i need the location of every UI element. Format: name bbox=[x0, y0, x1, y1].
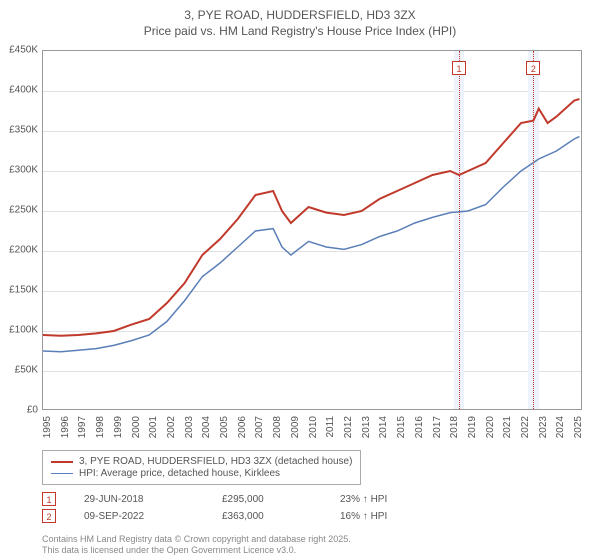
x-tick-label: 2017 bbox=[432, 416, 443, 438]
y-tick-label: £200K bbox=[9, 245, 38, 256]
y-tick-label: £0 bbox=[27, 405, 38, 416]
y-tick-label: £150K bbox=[9, 285, 38, 296]
legend-swatch bbox=[51, 461, 73, 463]
footer-line2: This data is licensed under the Open Gov… bbox=[42, 545, 351, 556]
legend-label: 3, PYE ROAD, HUDDERSFIELD, HD3 3ZX (deta… bbox=[79, 456, 352, 467]
x-tick-label: 1996 bbox=[60, 416, 71, 438]
x-tick-label: 2002 bbox=[166, 416, 177, 438]
sale-delta: 23% ↑ HPI bbox=[340, 494, 387, 505]
x-tick-label: 2007 bbox=[254, 416, 265, 438]
y-tick-label: £300K bbox=[9, 165, 38, 176]
x-tick-label: 2022 bbox=[520, 416, 531, 438]
x-tick-label: 2012 bbox=[343, 416, 354, 438]
x-tick-label: 2023 bbox=[538, 416, 549, 438]
sale-vline bbox=[459, 51, 460, 409]
x-tick-label: 2011 bbox=[325, 416, 336, 438]
legend-label: HPI: Average price, detached house, Kirk… bbox=[79, 468, 280, 479]
series-hpi bbox=[43, 137, 579, 352]
x-tick-label: 2000 bbox=[131, 416, 142, 438]
sale-row: 2 09-SEP-2022 £363,000 16% ↑ HPI bbox=[42, 509, 582, 523]
sale-delta: 16% ↑ HPI bbox=[340, 511, 387, 522]
sale-marker-2: 2 bbox=[526, 61, 540, 75]
footer-line1: Contains HM Land Registry data © Crown c… bbox=[42, 534, 351, 545]
y-tick-label: £250K bbox=[9, 205, 38, 216]
x-tick-label: 2020 bbox=[485, 416, 496, 438]
legend-row: HPI: Average price, detached house, Kirk… bbox=[51, 468, 352, 479]
legend-box: 3, PYE ROAD, HUDDERSFIELD, HD3 3ZX (deta… bbox=[42, 450, 361, 485]
x-tick-label: 2019 bbox=[467, 416, 478, 438]
sale-marker-1: 1 bbox=[452, 61, 466, 75]
y-tick-label: £400K bbox=[9, 85, 38, 96]
sale-price: £295,000 bbox=[222, 494, 312, 505]
sale-date: 29-JUN-2018 bbox=[84, 494, 194, 505]
plot-region: 12 bbox=[43, 51, 581, 409]
x-tick-label: 2025 bbox=[573, 416, 584, 438]
footer-attribution: Contains HM Land Registry data © Crown c… bbox=[42, 534, 351, 556]
y-tick-label: £100K bbox=[9, 325, 38, 336]
legend-swatch bbox=[51, 473, 73, 475]
x-tick-label: 1999 bbox=[113, 416, 124, 438]
sale-row: 1 29-JUN-2018 £295,000 23% ↑ HPI bbox=[42, 492, 582, 506]
x-tick-label: 2018 bbox=[449, 416, 460, 438]
x-tick-label: 1998 bbox=[95, 416, 106, 438]
x-tick-label: 1995 bbox=[42, 416, 53, 438]
x-tick-label: 2004 bbox=[201, 416, 212, 438]
x-tick-label: 2021 bbox=[502, 416, 513, 438]
x-tick-label: 2006 bbox=[237, 416, 248, 438]
chart-plot-area: 12 bbox=[42, 50, 582, 410]
x-tick-label: 2010 bbox=[308, 416, 319, 438]
x-tick-label: 2001 bbox=[148, 416, 159, 438]
y-tick-label: £350K bbox=[9, 125, 38, 136]
x-tick-label: 2015 bbox=[396, 416, 407, 438]
sale-price: £363,000 bbox=[222, 511, 312, 522]
chart-title-line2: Price paid vs. HM Land Registry's House … bbox=[0, 24, 600, 38]
x-tick-label: 2016 bbox=[414, 416, 425, 438]
sale-date: 09-SEP-2022 bbox=[84, 511, 194, 522]
sale-row-marker: 1 bbox=[42, 492, 56, 506]
x-tick-label: 2005 bbox=[219, 416, 230, 438]
y-tick-label: £50K bbox=[15, 365, 38, 376]
x-tick-label: 2008 bbox=[272, 416, 283, 438]
legend: 3, PYE ROAD, HUDDERSFIELD, HD3 3ZX (deta… bbox=[42, 450, 582, 523]
y-tick-label: £450K bbox=[9, 45, 38, 56]
x-tick-label: 1997 bbox=[77, 416, 88, 438]
x-tick-label: 2009 bbox=[290, 416, 301, 438]
sale-vline bbox=[533, 51, 534, 409]
sale-row-marker: 2 bbox=[42, 509, 56, 523]
x-tick-label: 2003 bbox=[184, 416, 195, 438]
x-tick-label: 2024 bbox=[555, 416, 566, 438]
x-tick-label: 2013 bbox=[361, 416, 372, 438]
chart-lines-svg bbox=[43, 51, 581, 409]
chart-title-line1: 3, PYE ROAD, HUDDERSFIELD, HD3 3ZX bbox=[0, 8, 600, 22]
legend-row: 3, PYE ROAD, HUDDERSFIELD, HD3 3ZX (deta… bbox=[51, 456, 352, 467]
sales-table: 1 29-JUN-2018 £295,000 23% ↑ HPI 2 09-SEP-202… bbox=[42, 492, 582, 523]
y-axis-ticks: £0£50K£100K£150K£200K£250K£300K£350K£400… bbox=[0, 50, 40, 410]
series-price-paid bbox=[43, 99, 579, 336]
x-tick-label: 2014 bbox=[378, 416, 389, 438]
